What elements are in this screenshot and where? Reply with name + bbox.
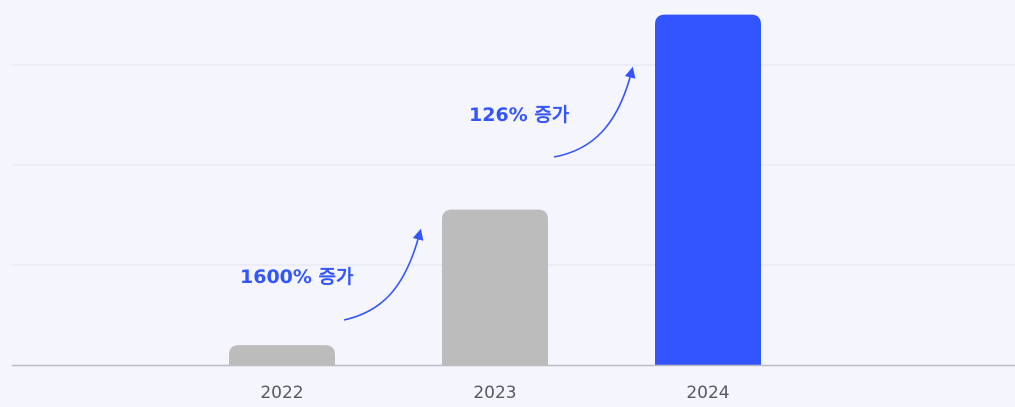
x-tick-label-2022: 2022 <box>260 383 303 403</box>
bar-2022 <box>229 345 335 365</box>
bar-2023 <box>442 209 548 365</box>
x-tick-label-2023: 2023 <box>473 383 516 403</box>
growth-arrow-2 <box>553 66 636 158</box>
growth-annotations: 1600% 증가 126% 증가 <box>240 66 636 321</box>
x-tick-labels: 2022 2023 2024 <box>260 383 729 403</box>
growth-label-1: 1600% 증가 <box>240 266 354 288</box>
growth-label-2: 126% 증가 <box>469 104 570 126</box>
x-tick-label-2024: 2024 <box>686 383 729 403</box>
bar-2024 <box>655 14 761 365</box>
bars <box>229 14 761 365</box>
growth-arrow-1 <box>343 228 424 321</box>
